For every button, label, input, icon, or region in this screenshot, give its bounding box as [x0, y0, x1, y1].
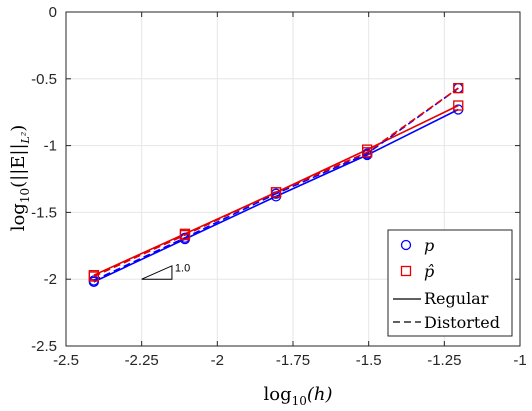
slope-triangle-shape	[141, 265, 173, 280]
slope-label: 1.0	[175, 263, 190, 275]
legend-label-distorted: Distorted	[424, 313, 500, 332]
series-layer	[88, 83, 464, 288]
data-point-square	[362, 147, 373, 158]
x-tick-label: -1.75	[276, 352, 310, 369]
x-tick-label: -2	[211, 352, 224, 369]
legend-box	[387, 229, 513, 337]
series-line-4	[93, 87, 459, 278]
data-point-square	[453, 83, 464, 94]
y-axis: -2.5 -2 -1.5 -1 -0.5 0	[31, 4, 520, 355]
legend-label-p-hat: p̂	[424, 262, 434, 281]
legend-label-p: p	[424, 236, 434, 255]
data-point-square	[179, 229, 191, 241]
slope-triangle: 1.0	[141, 263, 190, 280]
y-tick-label: -1	[44, 138, 57, 155]
x-tick-label: -1.25	[427, 352, 461, 369]
x-tick-label: -2.25	[125, 352, 159, 369]
legend-square-marker	[400, 265, 412, 277]
x-tick-label: -1	[513, 352, 526, 369]
x-tick-label: -2.5	[53, 352, 79, 369]
x-axis: -2.5 -2.25 -2 -1.75 -1.5 -1.25 -1	[53, 12, 527, 369]
x-tick-label: -1.5	[356, 352, 382, 369]
y-tick-label: -0.5	[31, 71, 57, 88]
y-tick-label: 0	[49, 4, 57, 21]
legend-circle-marker	[400, 239, 412, 251]
series-line-3	[93, 87, 459, 282]
y-axis-label: log10(||E||L²)	[8, 125, 32, 232]
y-tick-label: -2.5	[31, 338, 57, 355]
data-point-square	[453, 100, 464, 111]
legend: p p̂ Regular Distorted	[387, 229, 513, 337]
y-tick-label: -1.5	[31, 204, 57, 221]
data-point-square	[270, 187, 282, 198]
data-point-square	[88, 271, 99, 282]
y-tick-label: -2	[44, 271, 57, 288]
x-axis-label: log10(h)	[263, 384, 332, 408]
legend-label-regular: Regular	[424, 289, 489, 308]
